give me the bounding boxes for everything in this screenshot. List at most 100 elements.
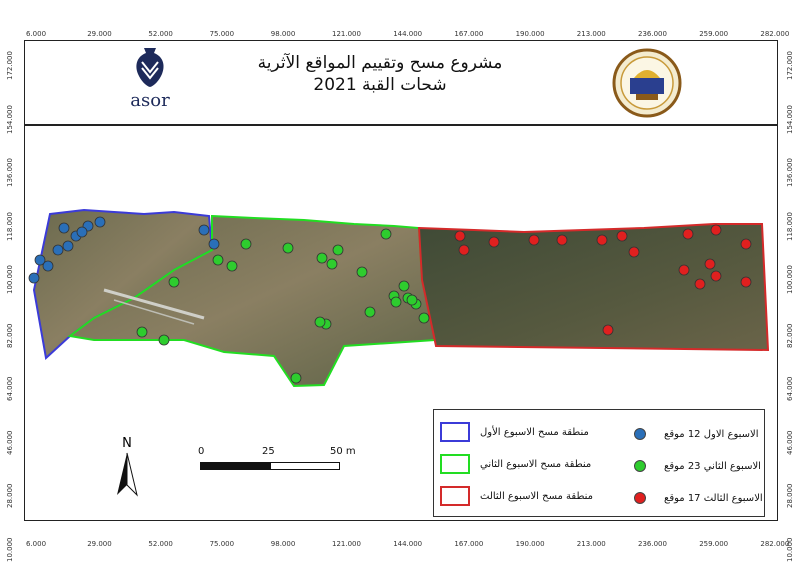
right-tick-label: 28.000: [786, 483, 794, 509]
scale-label-25: 25: [262, 446, 275, 457]
legend-week3-area-label: منطقة مسح الاسبوع الثالث: [480, 490, 594, 502]
bottom-tick-label: 167.000: [454, 540, 484, 548]
week3-site-point: [710, 224, 722, 236]
legend-week3-points-label: الاسبوع الثالث 17 موقع: [664, 492, 763, 504]
legend-week2-points: الاسبوع الثاني 23 موقع: [634, 460, 761, 472]
top-tick-label: 6.000: [26, 30, 47, 38]
legend-week3-area: منطقة مسح الاسبوع الثالث: [440, 486, 593, 506]
right-tick-label: 46.000: [786, 430, 794, 455]
bottom-tick-label: 121.000: [332, 540, 361, 548]
top-tick-label: 259.000: [699, 30, 729, 38]
week2-site-point: [390, 296, 402, 308]
week2-site-point: [136, 326, 148, 338]
right-tick-label: 154.000: [786, 104, 794, 134]
right-tick-label: 172.000: [786, 51, 794, 80]
week3-site-point: [704, 258, 716, 270]
week1-site-point: [76, 226, 88, 238]
left-tick-label: 154.000: [6, 104, 14, 134]
week2-site-point: [314, 316, 326, 328]
legend-week1-points-label: الاسبوع الاول 12 موقع: [664, 428, 759, 440]
map-title-line1: مشروع مسح وتقييم المواقع الآثرية: [257, 53, 503, 73]
right-tick-label: 64.000: [786, 376, 794, 402]
week3-site-point: [740, 238, 752, 250]
week1-site-point: [58, 222, 70, 234]
site-points: [28, 216, 752, 384]
week3-site-point: [488, 236, 500, 248]
week3-site-point: [682, 228, 694, 240]
week2-site-point: [212, 254, 224, 266]
week3-site-point: [556, 234, 568, 246]
red-box-icon: [440, 486, 470, 506]
north-label: N: [122, 436, 132, 451]
scale-bar-track: [200, 462, 340, 470]
left-tick-label: 46.000: [6, 430, 14, 455]
bottom-tick-label: 6.000: [26, 540, 47, 548]
map-title-line2: شحات القبة 2021: [313, 75, 447, 95]
week3-site-point: [616, 230, 628, 242]
week1-site-point: [28, 272, 40, 284]
left-tick-label: 82.000: [6, 323, 14, 348]
asor-logo-text: asor: [130, 90, 170, 111]
bottom-tick-label: 282.000: [760, 540, 790, 548]
week1-site-point: [52, 244, 64, 256]
asor-logo: asor: [120, 46, 180, 111]
map-title: مشروع مسح وتقييم المواقع الآثرية شحات ال…: [200, 52, 560, 96]
bottom-tick-label: 144.000: [393, 540, 423, 548]
bottom-tick-label: 213.000: [576, 540, 606, 548]
legend-week3-points: الاسبوع الثالث 17 موقع: [634, 492, 763, 504]
blue-box-icon: [440, 422, 470, 442]
left-tick-label: 172.000: [6, 51, 14, 80]
scale-bar: 0 25 50 m: [196, 446, 366, 476]
left-tick-label: 28.000: [6, 483, 14, 509]
week3-site-point: [528, 234, 540, 246]
week2-site-point: [158, 334, 170, 346]
left-tick-label: 10.000: [6, 537, 14, 562]
week2-survey-area: [67, 214, 438, 388]
title-divider: [24, 124, 778, 126]
right-tick-label: 10.000: [786, 537, 794, 562]
week1-site-point: [62, 240, 74, 252]
week3-site-point: [454, 230, 466, 242]
right-tick-label: 136.000: [786, 158, 794, 187]
week2-site-point: [282, 242, 294, 254]
top-tick-label: 190.000: [515, 30, 545, 38]
legend-week2-area-label: منطقة مسح الاسبوع الثاني: [480, 458, 592, 470]
week2-site-point: [326, 258, 338, 270]
bottom-tick-label: 236.000: [638, 540, 667, 548]
week3-site-point: [740, 276, 752, 288]
north-arrow-icon: [117, 452, 138, 497]
map-legend: الاسبوع الاول 12 موقع الاسبوع الثاني 23 …: [433, 409, 765, 517]
survey-map: [28, 208, 770, 388]
university-seal-icon: [612, 48, 682, 118]
scale-label-0: 0: [198, 446, 205, 457]
blue-dot-icon: [634, 428, 646, 440]
vessel-icon: [136, 48, 164, 87]
left-tick-label: 100.000: [6, 265, 14, 294]
top-tick-label: 75.000: [209, 30, 235, 38]
top-tick-label: 213.000: [576, 30, 606, 38]
week2-site-point: [316, 252, 328, 264]
week3-site-point: [710, 270, 722, 282]
bottom-tick-label: 52.000: [148, 540, 173, 548]
red-dot-icon: [634, 492, 646, 504]
week2-site-point: [380, 228, 392, 240]
bottom-tick-label: 259.000: [699, 540, 729, 548]
left-tick-label: 118.000: [6, 211, 14, 241]
week3-site-point: [678, 264, 690, 276]
week2-site-point: [406, 294, 418, 306]
right-tick-label: 100.000: [786, 265, 794, 294]
left-tick-label: 136.000: [6, 158, 14, 187]
week3-site-point: [596, 234, 608, 246]
week1-site-point: [94, 216, 106, 228]
week2-site-point: [364, 306, 376, 318]
week1-site-point: [42, 260, 54, 272]
week3-site-point: [458, 244, 470, 256]
top-tick-label: 121.000: [332, 30, 361, 38]
week2-site-point: [290, 372, 302, 384]
top-tick-label: 144.000: [393, 30, 423, 38]
week3-site-point: [694, 278, 706, 290]
week2-site-point: [418, 312, 430, 324]
bottom-tick-label: 29.000: [87, 540, 112, 548]
week3-site-point: [602, 324, 614, 336]
week2-site-point: [398, 280, 410, 292]
